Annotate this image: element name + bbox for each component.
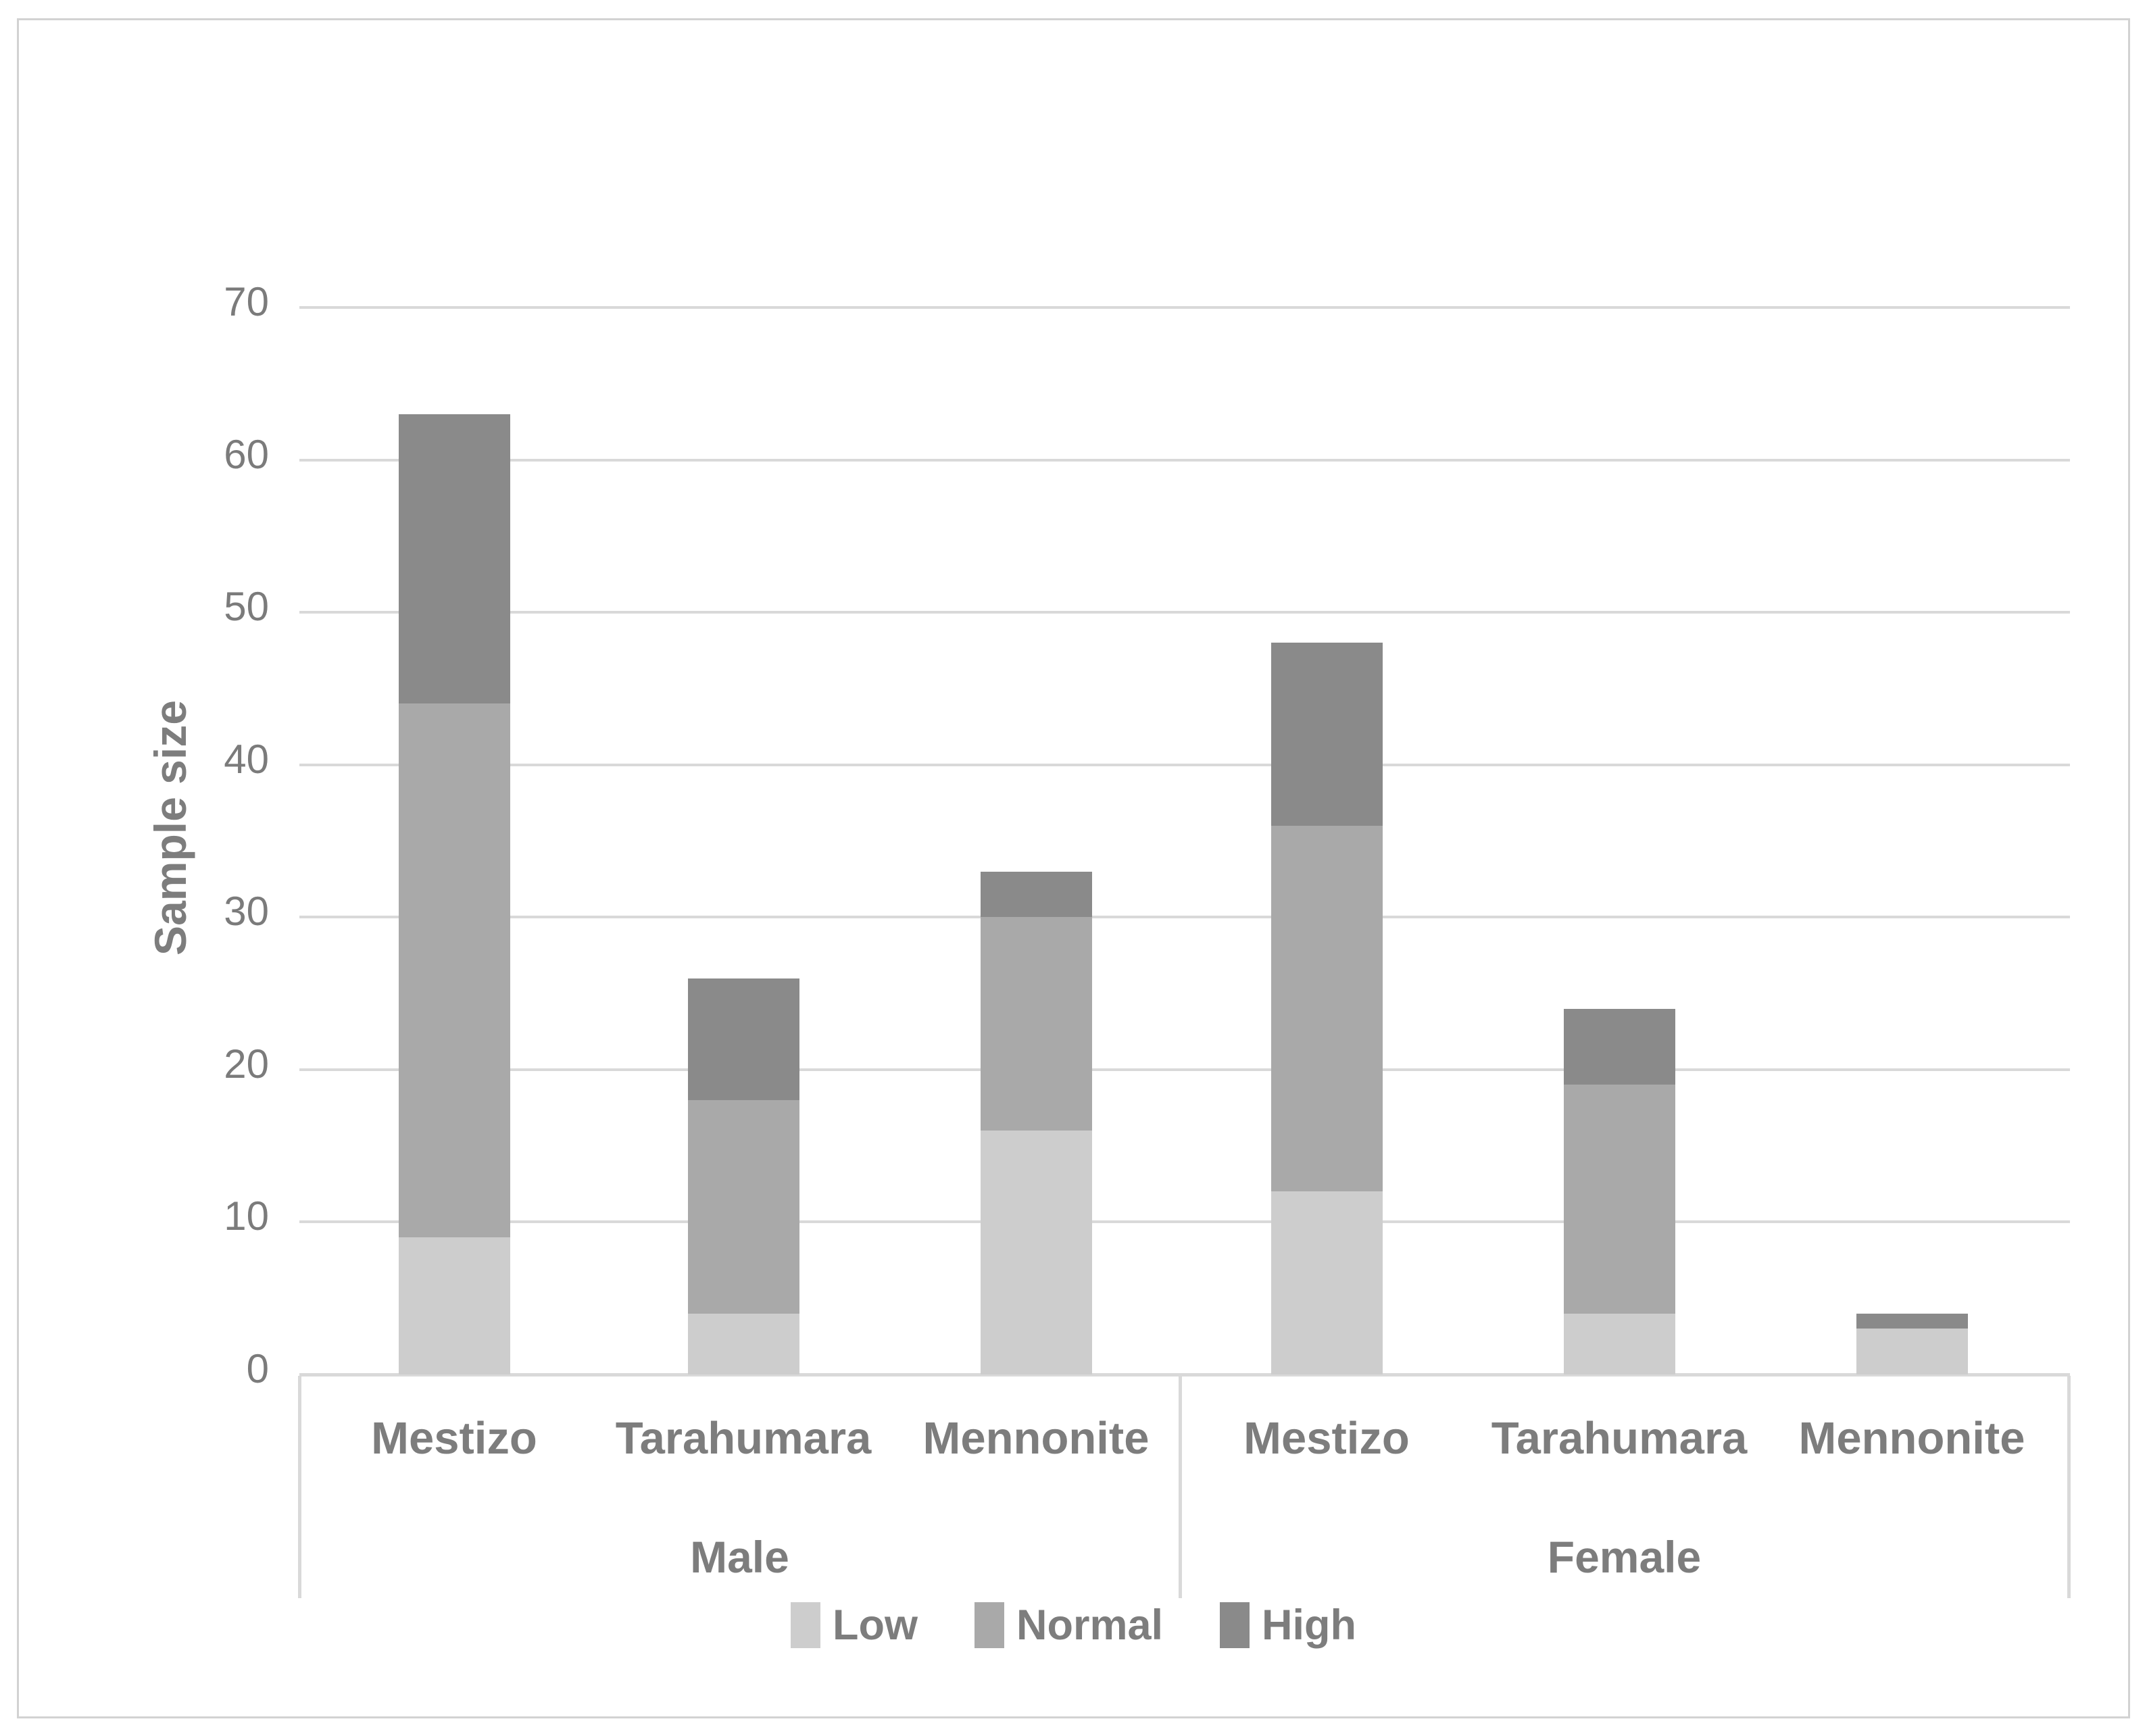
gridline-10 [299, 1220, 2070, 1224]
y-tick-label-30: 30 [224, 889, 269, 935]
legend-item-normal: Normal [974, 1602, 1163, 1648]
bar-segment-male-mestizo-high [398, 414, 510, 704]
chart-legend: Low Normal High [0, 1602, 2147, 1648]
legend-swatch-normal-icon [974, 1602, 1004, 1648]
legend-item-high: High [1220, 1602, 1356, 1648]
gridline-60 [299, 458, 2070, 462]
y-tick-label-50: 50 [224, 584, 269, 630]
bar-segment-male-tarahumara-low [687, 1313, 799, 1374]
category-label-female-tarahumara: Tarahumara [1491, 1413, 1748, 1464]
y-tick-label-60: 60 [224, 431, 269, 477]
chart-frame [17, 18, 2130, 1718]
gridline-50 [299, 611, 2070, 614]
category-label-female-mestizo: Mestizo [1243, 1413, 1410, 1464]
gridline-30 [299, 916, 2070, 919]
y-tick-label-20: 20 [224, 1041, 269, 1087]
category-divider-line [1179, 1376, 1182, 1598]
y-tick-label-0: 0 [246, 1346, 269, 1391]
category-label-female-mennonite: Mennonite [1798, 1413, 2025, 1464]
group-label-female: Female [1547, 1532, 1702, 1582]
bar-segment-male-mennonite-high [980, 871, 1092, 918]
bar-segment-male-mennonite-low [980, 1131, 1092, 1374]
y-tick-label-10: 10 [224, 1193, 269, 1239]
gridline-70 [299, 306, 2070, 309]
category-label-male-mestizo: Mestizo [371, 1413, 537, 1464]
bar-segment-female-mestizo-high [1270, 643, 1383, 826]
legend-label-normal: Normal [1016, 1602, 1164, 1649]
category-label-male-mennonite: Mennonite [922, 1413, 1150, 1464]
legend-label-low: Low [832, 1602, 918, 1649]
bar-segment-female-mennonite-high [1856, 1313, 1968, 1329]
category-box-left-line [298, 1376, 301, 1598]
legend-label-high: High [1262, 1602, 1356, 1649]
bar-segment-male-tarahumara-normal [687, 1099, 799, 1314]
bar-segment-male-tarahumara-high [687, 978, 799, 1100]
bar-segment-male-mestizo-normal [398, 703, 510, 1237]
bar-segment-male-mestizo-low [398, 1237, 510, 1374]
legend-swatch-low-icon [790, 1602, 820, 1648]
bar-segment-female-tarahumara-high [1563, 1008, 1675, 1085]
y-axis-title: Sample size [145, 700, 195, 956]
bar-segment-male-mennonite-normal [980, 917, 1092, 1131]
category-label-male-tarahumara: Tarahumara [615, 1413, 872, 1464]
bar-segment-female-mestizo-normal [1270, 825, 1383, 1192]
gridline-20 [299, 1068, 2070, 1071]
legend-item-low: Low [790, 1602, 918, 1649]
y-tick-label-40: 40 [224, 736, 269, 782]
category-box-right-line [2067, 1376, 2071, 1598]
bar-segment-female-mennonite-low [1856, 1329, 1968, 1374]
y-tick-label-70: 70 [224, 279, 269, 324]
legend-swatch-high-icon [1220, 1602, 1250, 1648]
bar-segment-female-tarahumara-normal [1563, 1085, 1675, 1314]
x-axis-line [299, 1373, 2070, 1377]
bar-segment-female-mestizo-low [1270, 1191, 1383, 1374]
gridline-40 [299, 763, 2070, 766]
group-label-male: Male [690, 1532, 789, 1582]
bar-segment-female-tarahumara-low [1563, 1313, 1675, 1374]
